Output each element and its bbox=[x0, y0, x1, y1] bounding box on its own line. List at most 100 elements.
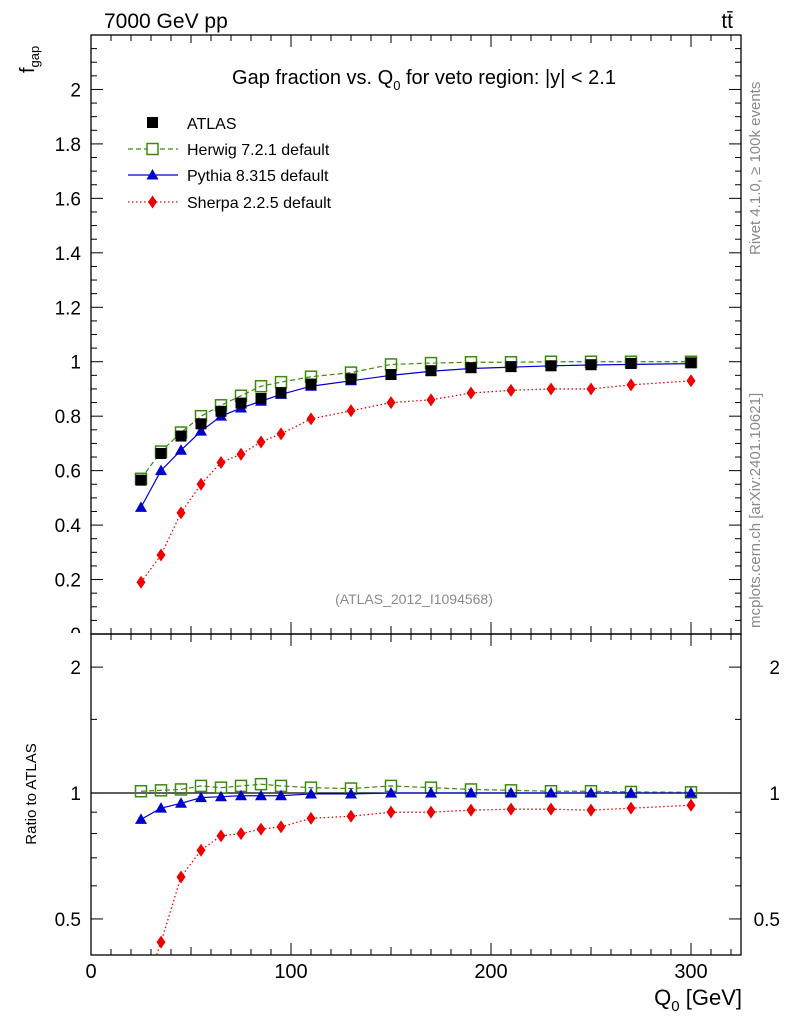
energy-label: 7000 GeV pp bbox=[104, 10, 228, 33]
ratio-ytick-label-right: 1 bbox=[769, 784, 780, 805]
ratio-point-sherpa bbox=[506, 802, 516, 816]
point-sherpa bbox=[236, 447, 246, 461]
point-atlas bbox=[135, 474, 147, 486]
point-sherpa bbox=[386, 396, 396, 410]
ratio-point-sherpa bbox=[466, 803, 476, 817]
ratio-line-herwig bbox=[140, 783, 692, 793]
point-sherpa bbox=[306, 412, 316, 426]
point-atlas bbox=[195, 418, 207, 430]
point-atlas bbox=[585, 359, 597, 371]
point-pythia bbox=[195, 425, 207, 436]
point-atlas bbox=[155, 447, 167, 459]
main-ytick-label: 1.2 bbox=[55, 298, 81, 319]
ratio-point-herwig bbox=[154, 784, 168, 797]
main-ytick-label: 1 bbox=[70, 353, 81, 374]
legend-label-pythia: Pythia 8.315 default bbox=[187, 168, 329, 185]
series-sherpa bbox=[136, 374, 696, 589]
ratio-series-sherpa bbox=[155, 798, 696, 955]
ratio-point-pythia bbox=[385, 787, 397, 798]
point-atlas bbox=[345, 373, 357, 385]
point-atlas bbox=[215, 405, 227, 417]
legend-label-sherpa: Sherpa 2.2.5 default bbox=[187, 195, 332, 212]
main-ytick-label: 0.6 bbox=[55, 462, 81, 483]
ratio-point-sherpa bbox=[306, 811, 316, 825]
ratio-point-sherpa bbox=[196, 843, 206, 857]
ratio-point-sherpa bbox=[236, 827, 246, 841]
main-panel: 0.2 0.4 0.6 0.8 1 1.2 1.4 1.6 1.8 2 0 fgap Gap fra… bbox=[17, 34, 742, 646]
main-series-layer bbox=[134, 355, 698, 589]
ratio-point-herwig bbox=[134, 784, 148, 798]
ratio-panel-frame bbox=[90, 633, 742, 956]
legend-label-herwig: Herwig 7.2.1 default bbox=[187, 142, 330, 159]
point-sherpa bbox=[136, 575, 146, 589]
mcplots-source-label: mcplots.cern.ch [arXiv:2401.10621] bbox=[747, 393, 764, 628]
point-atlas bbox=[465, 362, 477, 374]
ratio-point-herwig bbox=[684, 786, 698, 799]
ratio-point-sherpa bbox=[156, 935, 166, 949]
ratio-point-pythia bbox=[195, 791, 207, 803]
ratio-point-sherpa bbox=[546, 802, 556, 816]
y-axis-label: fgap bbox=[17, 46, 42, 73]
legend: ATLAS Herwig 7.2.1 default Pythia 8.315 … bbox=[128, 116, 332, 212]
point-sherpa bbox=[216, 455, 226, 469]
ratio-y-axis-label: Ratio to ATLAS bbox=[23, 743, 40, 844]
main-ytick-label-zero: 0 bbox=[70, 625, 81, 646]
ratio-point-sherpa bbox=[276, 820, 286, 834]
ratio-point-pythia bbox=[275, 789, 287, 801]
xtick-label: 0 bbox=[85, 961, 96, 983]
ratio-point-pythia bbox=[175, 797, 187, 808]
ratio-point-pythia bbox=[345, 787, 357, 799]
point-atlas bbox=[275, 387, 287, 399]
point-pythia bbox=[155, 464, 167, 476]
point-sherpa bbox=[586, 382, 596, 396]
ratio-point-pythia bbox=[135, 813, 147, 824]
ratio-point-pythia bbox=[425, 787, 437, 798]
point-sherpa bbox=[256, 435, 266, 449]
main-ytick-label: 0.8 bbox=[55, 407, 81, 428]
ratio-point-sherpa bbox=[586, 803, 596, 817]
ratio-point-sherpa bbox=[216, 829, 226, 843]
point-sherpa bbox=[686, 374, 696, 388]
point-sherpa bbox=[426, 393, 436, 407]
point-sherpa bbox=[276, 427, 286, 441]
point-pythia bbox=[135, 501, 147, 512]
ratio-axis-ticks: 0.5 0.5 1 1 2 2 0 100 200 300 bbox=[55, 634, 780, 983]
main-ytick-label: 0.2 bbox=[55, 571, 81, 592]
point-atlas bbox=[505, 361, 517, 373]
point-atlas bbox=[305, 378, 317, 390]
point-pythia bbox=[175, 444, 187, 455]
point-atlas bbox=[385, 369, 397, 381]
ratio-point-sherpa bbox=[626, 801, 636, 815]
ratio-point-sherpa bbox=[686, 798, 696, 812]
x-axis-label: Q0 [GeV] bbox=[654, 985, 742, 1015]
main-ytick-label: 2 bbox=[70, 80, 81, 101]
ratio-point-pythia bbox=[685, 787, 697, 798]
series-pythia bbox=[135, 357, 697, 512]
point-atlas bbox=[685, 357, 697, 369]
chart-title: Gap fraction vs. Q0 for veto region: |y|… bbox=[232, 67, 616, 93]
ratio-point-sherpa bbox=[176, 870, 186, 884]
main-ytick-label: 1.4 bbox=[55, 244, 82, 265]
point-herwig bbox=[254, 379, 268, 393]
ratio-point-pythia bbox=[215, 790, 227, 802]
ratio-point-pythia bbox=[585, 787, 597, 798]
xtick-label: 200 bbox=[474, 961, 507, 983]
point-atlas bbox=[425, 365, 437, 377]
ratio-ytick-label: 1 bbox=[70, 784, 81, 805]
ratio-ytick-label-right: 0.5 bbox=[754, 910, 780, 931]
ratio-point-pythia bbox=[505, 787, 517, 798]
ratio-series-pythia bbox=[135, 787, 697, 824]
ratio-point-pythia bbox=[235, 789, 247, 801]
legend-marker-sherpa bbox=[148, 195, 157, 209]
legend-marker-atlas bbox=[147, 117, 158, 128]
point-atlas bbox=[545, 360, 557, 372]
xtick-label: 100 bbox=[274, 961, 307, 983]
point-atlas bbox=[175, 430, 187, 442]
ratio-point-sherpa bbox=[346, 809, 356, 823]
point-sherpa bbox=[506, 383, 516, 397]
main-ytick-label: 1.8 bbox=[55, 135, 81, 156]
point-sherpa bbox=[346, 404, 356, 418]
ratio-ytick-label-right: 2 bbox=[769, 658, 780, 679]
ratio-point-sherpa bbox=[386, 805, 396, 819]
